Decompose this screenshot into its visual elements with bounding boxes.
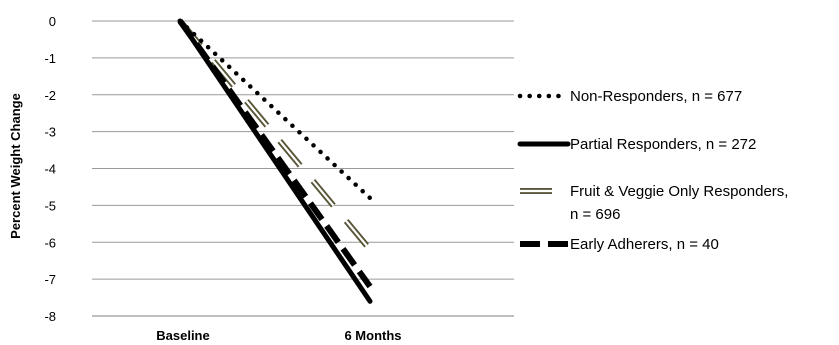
legend-entry: Fruit & Veggie Only Responders, n = 696 — [520, 183, 788, 223]
series-2 — [177, 19, 373, 252]
y-tick-label: -6 — [44, 235, 56, 250]
legend-entry: Non-Responders, n = 677 — [517, 88, 742, 105]
legend-entry: Early Adherers, n = 40 — [520, 236, 719, 253]
y-tick-label: -7 — [44, 272, 56, 287]
legend: Non-Responders, n = 677 Partial Responder… — [517, 88, 788, 253]
gridlines — [92, 20, 514, 317]
legend-label: Early Adherers, n = 40 — [570, 236, 719, 253]
y-tick-label: -5 — [44, 198, 56, 213]
y-tick-label: -8 — [44, 309, 56, 324]
legend-label: Partial Responders, n = 272 — [570, 136, 756, 153]
legend-entry: Partial Responders, n = 272 — [517, 136, 756, 153]
x-category-label: Baseline — [156, 328, 209, 343]
x-category-labels: Baseline 6 Months — [156, 328, 401, 343]
y-tick-label: 0 — [49, 14, 56, 29]
series-lines — [177, 18, 373, 304]
y-tick-label: -2 — [44, 88, 56, 103]
y-tick-label: -4 — [44, 162, 56, 177]
y-axis-title: Percent Weight Change — [8, 93, 23, 239]
series-line — [177, 18, 373, 304]
x-category-label: 6 Months — [344, 328, 401, 343]
legend-label-line2: n = 696 — [570, 206, 620, 223]
series-line-inner — [179, 20, 371, 251]
series-line — [177, 18, 373, 201]
y-tick-labels: 0 -1 -2 -3 -4 -5 -6 -7 -8 — [44, 14, 56, 324]
y-tick-label: -1 — [44, 51, 56, 66]
series-1 — [177, 18, 373, 304]
y-tick-label: -3 — [44, 125, 56, 140]
legend-label: Non-Responders, n = 677 — [570, 88, 742, 105]
series-0 — [177, 18, 373, 201]
legend-label: Fruit & Veggie Only Responders, — [570, 183, 788, 200]
